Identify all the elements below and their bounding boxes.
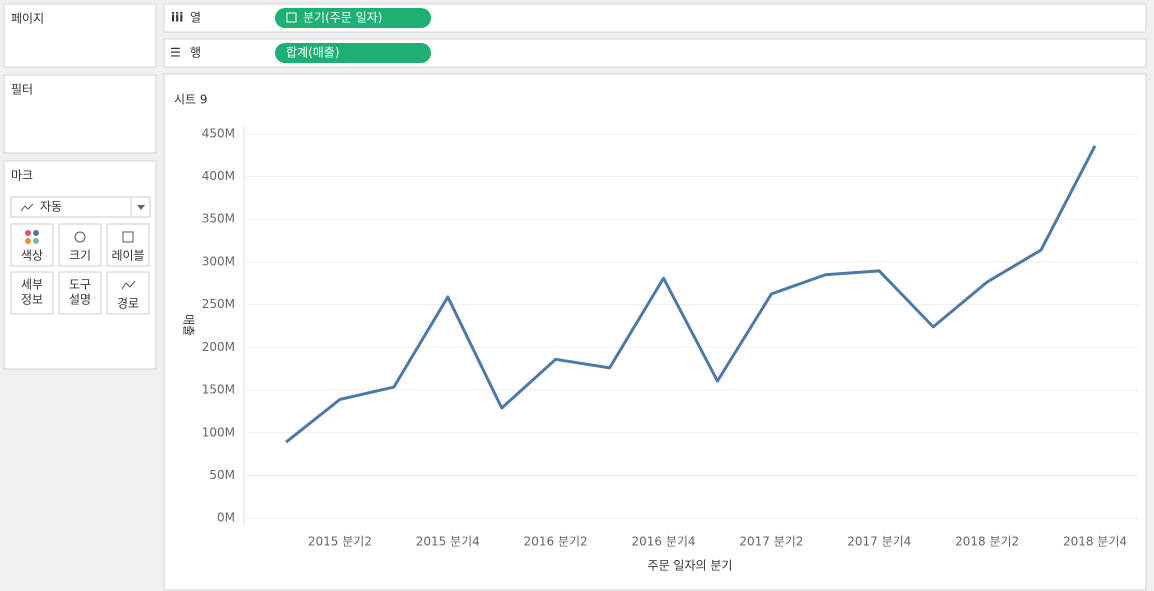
y-tick-label: 350M: [202, 212, 235, 226]
pill-label: 분기(주문 일자): [303, 11, 382, 25]
mark-button-label: 세부: [21, 278, 43, 292]
y-tick-label: 400M: [202, 169, 235, 183]
panel-title: 마크: [11, 169, 33, 183]
x-axis-title: 주문 일자의 분기: [648, 559, 733, 573]
icon: [25, 238, 31, 244]
y-tick-label: 50M: [209, 468, 235, 482]
mark-type: 자동: [40, 200, 62, 214]
mark-button[interactable]: [106, 271, 150, 315]
mark-button[interactable]: [58, 223, 102, 267]
y-tick-label: 200M: [202, 340, 235, 354]
pill-label: 합계(매출): [286, 46, 340, 60]
mark-button[interactable]: [106, 223, 150, 267]
mark-button-label: 레이블: [111, 249, 144, 263]
icon: [20, 203, 34, 212]
x-tick-label: 2017 분기2: [739, 535, 803, 549]
icon: iii: [171, 11, 183, 25]
chart-panel: [163, 73, 1147, 591]
icon: [33, 230, 39, 236]
icon: [137, 205, 145, 210]
x-tick-label: 2018 분기4: [1063, 535, 1127, 549]
x-tick-label: 2018 분기2: [955, 535, 1019, 549]
x-tick-label: 2017 분기4: [847, 535, 911, 549]
pill[interactable]: [275, 8, 431, 28]
pages-panel: [3, 3, 157, 68]
icon: [122, 231, 134, 243]
mark-button-label: 색상: [21, 249, 43, 263]
y-tick-label: 150M: [202, 383, 235, 397]
y-tick-label: 0M: [217, 511, 235, 525]
mark-type-dropdown[interactable]: [10, 196, 151, 218]
filters-panel: [3, 74, 157, 154]
icon: ☰: [170, 46, 181, 60]
icon: [25, 230, 31, 236]
mark-button-label: 정보: [21, 293, 43, 307]
x-tick-label: 2015 분기2: [308, 535, 372, 549]
y-tick-label: 100M: [202, 425, 235, 439]
x-tick-label: 2016 분기2: [524, 535, 588, 549]
y-tick-label: 300M: [202, 254, 235, 268]
y-tick-label: 250M: [202, 297, 235, 311]
y-tick-label: 450M: [202, 126, 235, 140]
panel-title: 필터: [11, 83, 33, 97]
mark-button[interactable]: [58, 271, 102, 315]
mark-button-label: 경로: [117, 297, 139, 311]
icon: [286, 12, 297, 23]
x-tick-label: 2015 분기4: [416, 535, 480, 549]
mark-button[interactable]: [10, 271, 54, 315]
mark-button-label: 도구: [69, 278, 91, 292]
chart-title: 시트 9: [174, 93, 208, 107]
mark-button-label: 설명: [69, 293, 91, 307]
mark-button[interactable]: [10, 223, 54, 267]
shelf-label: 행: [190, 45, 201, 60]
y-axis-title: 매출: [182, 314, 196, 336]
icon: [74, 231, 86, 243]
icon: [33, 238, 39, 244]
icon: [121, 280, 136, 290]
shelf-label: 열: [190, 11, 201, 25]
pill[interactable]: [275, 43, 431, 63]
mark-button-label: 크기: [69, 249, 91, 263]
x-tick-label: 2016 분기4: [631, 535, 695, 549]
panel-title: 페이지: [11, 12, 44, 26]
line-series: [285, 145, 1097, 444]
